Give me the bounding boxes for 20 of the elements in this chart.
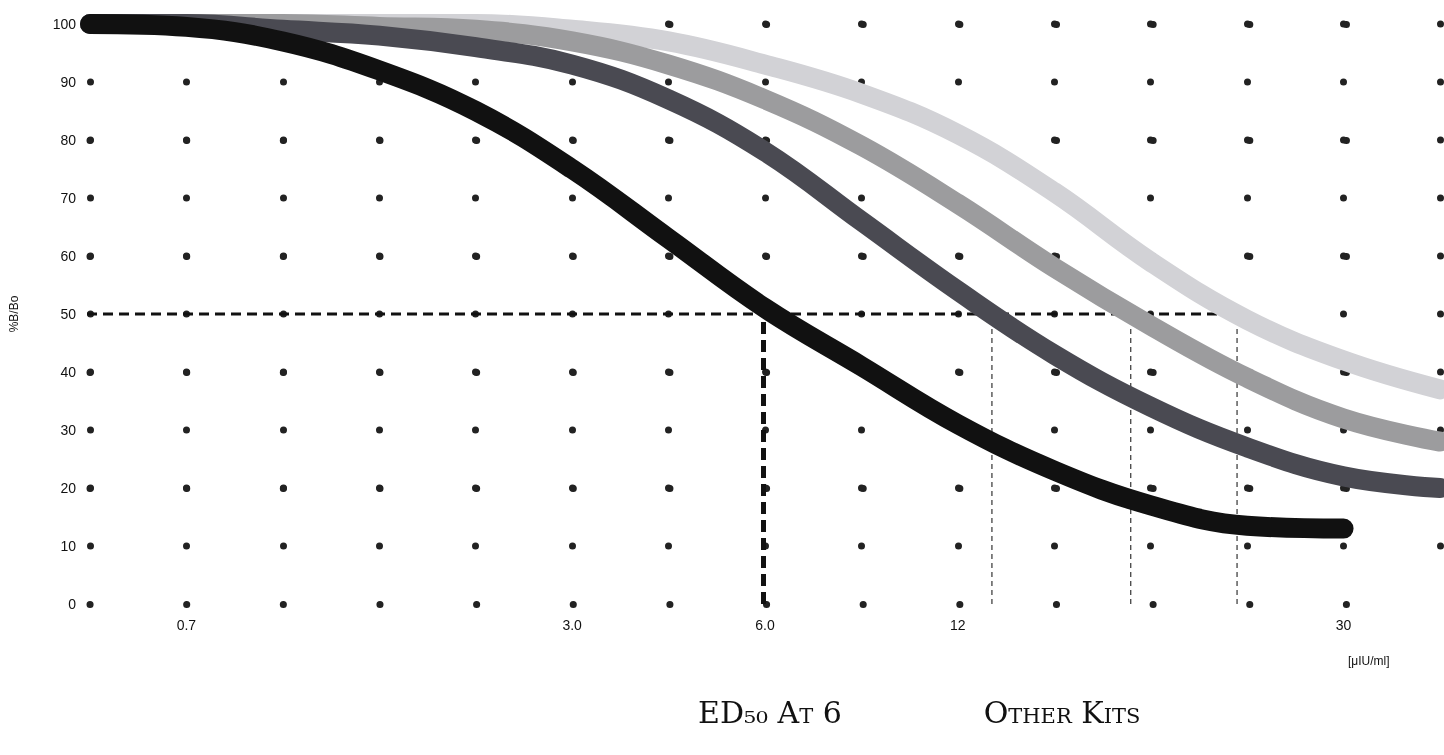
y-axis-title: %B/Bo <box>7 295 21 333</box>
y-tick-label: 10 <box>60 538 77 554</box>
y-tick-label: 90 <box>60 74 77 90</box>
text: Other Kits <box>982 695 1142 730</box>
y-tick-label: 60 <box>60 248 77 264</box>
x-tick-label: 0.7 <box>176 617 197 633</box>
y-tick-label: 100 <box>52 16 77 32</box>
x-tick-label: 6.0 <box>755 617 775 633</box>
x-tick-label: 30 <box>1335 617 1352 633</box>
x-axis-title: [μIU/ml] <box>1348 654 1390 668</box>
text: ED₅₀ At 6 <box>697 695 843 730</box>
x-tick-label: 3.0 <box>562 617 583 633</box>
y-tick-label: 70 <box>60 190 77 206</box>
y-tick-label: 20 <box>60 480 77 496</box>
y-tick-label: 50 <box>60 306 77 322</box>
x-tick-label: 12 <box>950 617 966 633</box>
y-tick-label: 30 <box>60 422 77 438</box>
y-tick-label: 40 <box>60 364 77 380</box>
y-tick-label: 80 <box>60 132 77 148</box>
y-tick-label: 0 <box>68 596 77 612</box>
